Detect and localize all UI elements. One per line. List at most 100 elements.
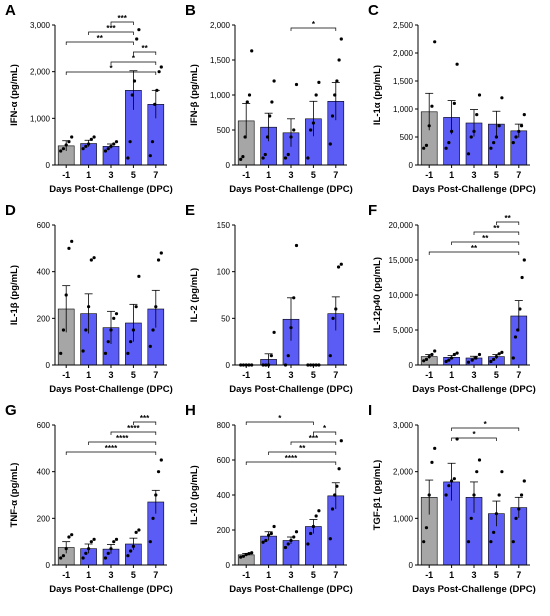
data-point <box>433 349 437 353</box>
data-point <box>294 82 299 87</box>
significance-bracket <box>110 21 134 25</box>
data-point <box>497 493 501 497</box>
significance-bracket <box>428 251 520 255</box>
y-tick-label: 0 <box>226 561 231 570</box>
data-point <box>87 305 91 309</box>
significance-label: * <box>278 414 282 423</box>
panel-e: E 0 50 100 150 -1 1 3 5 7 Days Post-Challenge (DPC… <box>185 202 353 395</box>
x-tick-label: 3 <box>108 170 113 180</box>
data-point <box>109 144 113 148</box>
significance-bracket <box>110 431 157 435</box>
x-tick-label: -1 <box>425 370 433 380</box>
data-point <box>81 556 85 560</box>
panel-a: A 0 1,000 2,000 3,000 -1 1 3 5 7 Days Post-Challen… <box>5 2 173 195</box>
panel-letter: F <box>368 202 377 219</box>
data-point <box>261 156 265 160</box>
significance-bracket <box>313 431 337 435</box>
data-point <box>427 493 431 497</box>
significance-label: ** <box>493 224 500 233</box>
data-point <box>247 93 252 97</box>
x-tick-label: 7 <box>333 170 338 180</box>
data-point <box>292 296 296 300</box>
x-axis-title: Days Post-Challenge (DPC) <box>229 184 353 195</box>
data-point <box>444 359 448 364</box>
panel-letter: H <box>185 402 196 419</box>
data-point <box>522 113 526 117</box>
data-point <box>489 146 493 150</box>
data-point <box>475 113 479 117</box>
y-tick-label: 0 <box>409 161 414 170</box>
x-tick-label: 3 <box>108 370 113 380</box>
data-point <box>159 458 163 462</box>
x-tick-label: -1 <box>242 170 250 180</box>
data-point <box>126 351 130 355</box>
data-point <box>264 538 268 543</box>
significance-bracket <box>110 61 157 65</box>
data-point <box>427 355 431 359</box>
data-point <box>335 79 339 83</box>
data-point <box>114 537 119 541</box>
data-point <box>472 129 476 133</box>
data-point <box>430 352 434 357</box>
data-point <box>466 152 471 156</box>
data-point <box>263 152 267 157</box>
x-tick-label: 1 <box>449 370 454 380</box>
significance-label: *** <box>106 24 116 33</box>
y-axis-title: IL-1α (pg/mL) <box>372 65 383 125</box>
data-point <box>306 542 310 546</box>
data-point <box>309 531 313 536</box>
data-point <box>265 135 270 139</box>
data-point <box>314 93 318 97</box>
data-point <box>470 358 474 362</box>
data-point <box>114 312 119 316</box>
data-point <box>112 316 116 320</box>
data-point <box>269 354 273 358</box>
significance-bracket <box>245 421 314 425</box>
significance-bracket <box>133 51 157 55</box>
data-point <box>517 507 521 511</box>
y-tick-label: 150 <box>217 221 231 230</box>
data-point <box>500 350 504 354</box>
data-point <box>137 528 141 532</box>
data-point <box>466 540 471 544</box>
data-point <box>294 243 299 248</box>
data-point <box>289 538 293 543</box>
panel-letter: C <box>368 2 379 19</box>
significance-label: * <box>312 20 316 29</box>
data-point <box>109 547 113 551</box>
significance-label: * <box>484 420 488 429</box>
data-point <box>61 554 66 558</box>
significance-bracket <box>496 221 520 225</box>
data-point <box>92 256 96 260</box>
panel-d: D 0 200 400 600 -1 1 3 5 7 Days Post-Challenge (DP… <box>5 202 173 395</box>
data-point <box>514 135 518 139</box>
data-point <box>129 340 133 344</box>
significance-bracket <box>133 421 157 425</box>
data-point <box>518 307 522 311</box>
data-point <box>474 356 478 360</box>
significance-label: **** <box>116 434 129 443</box>
data-point <box>450 479 454 483</box>
x-tick-label: 1 <box>86 570 91 580</box>
y-tick-label: 1,500 <box>393 77 414 86</box>
data-point <box>283 545 288 550</box>
data-point <box>489 540 493 544</box>
x-tick-label: -1 <box>425 570 433 580</box>
y-tick-label: 200 <box>217 526 231 535</box>
bar-h-2 <box>282 540 300 566</box>
x-tick-label: -1 <box>62 170 70 180</box>
data-point <box>268 114 272 118</box>
data-point <box>135 37 139 41</box>
data-point <box>81 349 85 353</box>
data-point <box>424 526 429 530</box>
data-point <box>422 540 426 544</box>
data-point <box>286 152 290 157</box>
data-point <box>517 129 521 133</box>
data-point <box>154 493 158 497</box>
y-tick-label: 2,500 <box>393 21 414 30</box>
data-point <box>103 556 108 560</box>
significance-bracket <box>88 31 134 35</box>
significance-label: * <box>109 64 113 73</box>
data-point <box>489 359 493 364</box>
significance-bracket <box>88 441 157 445</box>
